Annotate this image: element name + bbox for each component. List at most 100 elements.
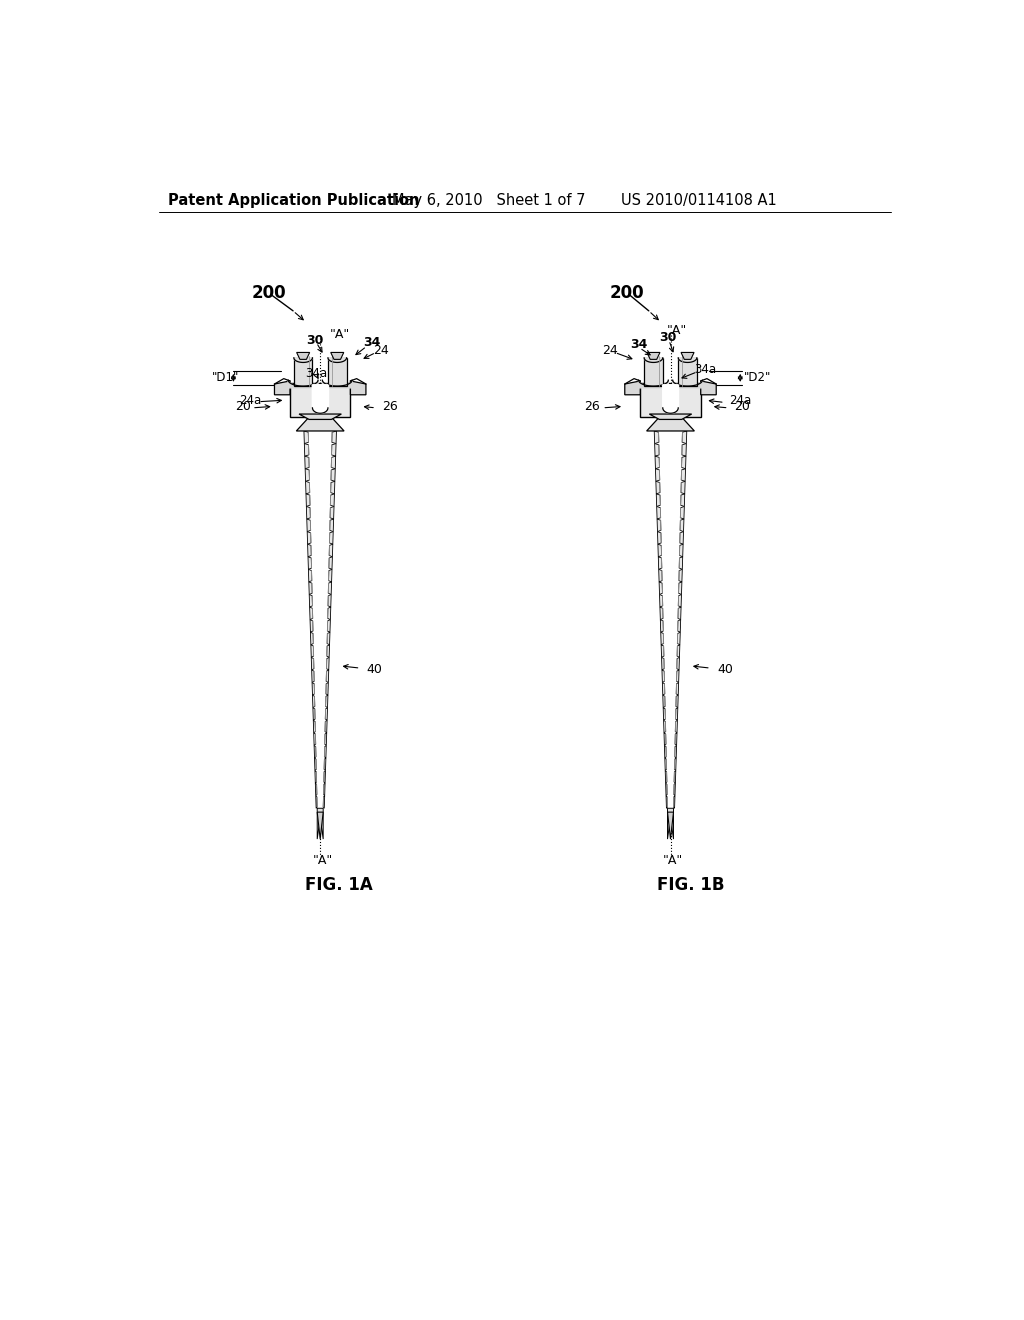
Polygon shape [679,582,682,594]
Polygon shape [664,645,677,656]
Polygon shape [315,734,325,744]
Polygon shape [654,430,658,444]
Polygon shape [666,771,667,783]
Polygon shape [327,671,329,682]
Polygon shape [640,383,700,417]
Polygon shape [664,733,666,746]
Polygon shape [312,682,314,696]
Polygon shape [309,458,332,467]
Text: 24a: 24a [729,393,751,407]
Polygon shape [655,482,660,494]
Polygon shape [328,358,346,363]
Polygon shape [680,532,684,544]
Polygon shape [310,632,313,644]
Polygon shape [680,519,684,532]
Polygon shape [662,644,664,657]
Text: FIG. 1B: FIG. 1B [656,876,724,894]
Polygon shape [304,444,309,457]
Polygon shape [663,682,665,696]
Text: "A": "A" [330,329,350,342]
Polygon shape [309,483,331,492]
Polygon shape [677,644,680,657]
Polygon shape [659,458,682,467]
Polygon shape [324,796,325,808]
Text: "A": "A" [663,854,683,867]
Polygon shape [677,657,680,671]
Polygon shape [664,708,666,721]
Polygon shape [332,430,337,444]
Polygon shape [665,671,677,681]
Polygon shape [290,383,350,417]
Polygon shape [675,758,676,771]
Polygon shape [679,569,682,582]
Polygon shape [678,607,681,619]
Polygon shape [309,594,312,607]
Polygon shape [313,659,327,669]
Text: 24: 24 [373,343,389,356]
Text: 26: 26 [584,400,599,413]
Polygon shape [328,358,346,387]
Polygon shape [666,796,668,808]
Polygon shape [660,495,681,506]
Polygon shape [309,582,312,594]
Text: 34a: 34a [693,363,716,376]
Polygon shape [314,746,316,758]
Polygon shape [313,721,315,733]
Polygon shape [676,708,678,721]
Polygon shape [330,507,334,519]
Polygon shape [660,533,680,543]
Polygon shape [678,619,681,632]
Polygon shape [657,532,662,544]
Polygon shape [315,783,316,796]
Polygon shape [308,557,311,569]
Polygon shape [659,594,663,607]
Polygon shape [662,671,665,682]
Polygon shape [311,644,313,657]
Polygon shape [668,808,674,840]
Polygon shape [313,645,327,656]
Polygon shape [674,783,676,796]
Polygon shape [664,620,678,631]
Polygon shape [309,607,312,619]
Polygon shape [309,495,331,506]
Polygon shape [662,558,680,568]
Polygon shape [310,520,330,531]
Polygon shape [660,520,680,531]
Polygon shape [315,747,325,756]
Polygon shape [675,721,678,733]
Polygon shape [326,696,328,708]
Text: 20: 20 [734,400,750,413]
Polygon shape [294,358,312,363]
Polygon shape [324,783,325,796]
Polygon shape [677,632,680,644]
Polygon shape [296,417,344,430]
Polygon shape [326,708,328,721]
Polygon shape [676,696,678,708]
Polygon shape [644,358,663,363]
Polygon shape [305,482,309,494]
Text: 34a: 34a [305,367,327,380]
Text: "A": "A" [667,325,687,338]
Polygon shape [663,385,678,408]
Polygon shape [658,432,682,442]
Polygon shape [681,469,685,482]
Polygon shape [326,682,329,696]
Text: 20: 20 [234,400,251,413]
Polygon shape [327,657,329,671]
Polygon shape [274,381,290,395]
Polygon shape [656,507,660,519]
Polygon shape [679,557,683,569]
Polygon shape [314,758,316,771]
Polygon shape [297,352,309,359]
Text: 34: 34 [630,338,647,351]
Polygon shape [667,759,675,770]
Text: 40: 40 [367,663,383,676]
Polygon shape [649,414,691,420]
Polygon shape [663,696,666,708]
Polygon shape [310,619,313,632]
Polygon shape [315,722,326,731]
Polygon shape [313,634,328,644]
Polygon shape [324,771,326,783]
Text: 200: 200 [252,284,287,302]
Polygon shape [313,708,315,721]
